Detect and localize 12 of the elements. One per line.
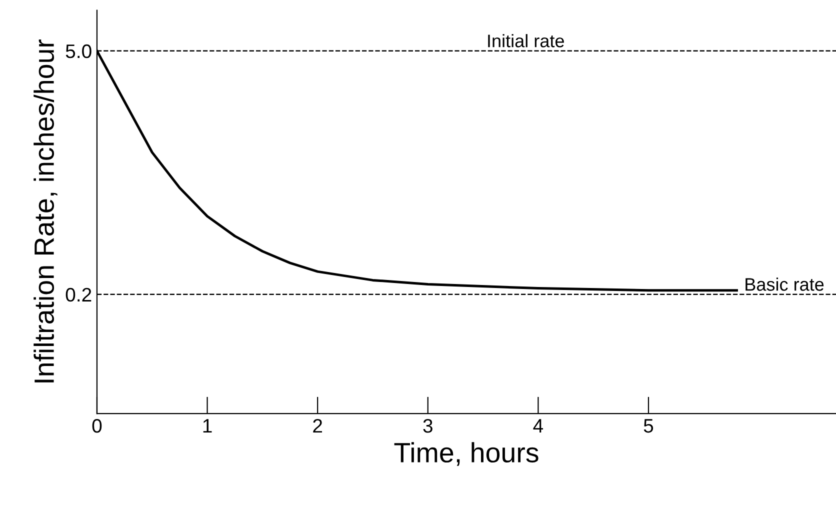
y-tick-label: 0.2 <box>66 288 92 302</box>
x-tick-label: 5 <box>644 419 654 433</box>
y-axis-title: Infiltration Rate, inches/hour <box>34 39 58 382</box>
ref-line-label: Basic rate <box>746 278 824 291</box>
y-tick-label: 5.0 <box>66 44 92 58</box>
x-tick-label: 4 <box>533 419 544 433</box>
x-tick-label: 3 <box>423 418 432 433</box>
ref-line-label: Initial rate <box>488 34 564 48</box>
x-tick-label: 1 <box>203 419 212 433</box>
x-tick-label: 0 <box>92 418 102 433</box>
x-tick-label: 2 <box>313 418 322 433</box>
x-axis-title: Time, hours <box>394 442 538 466</box>
